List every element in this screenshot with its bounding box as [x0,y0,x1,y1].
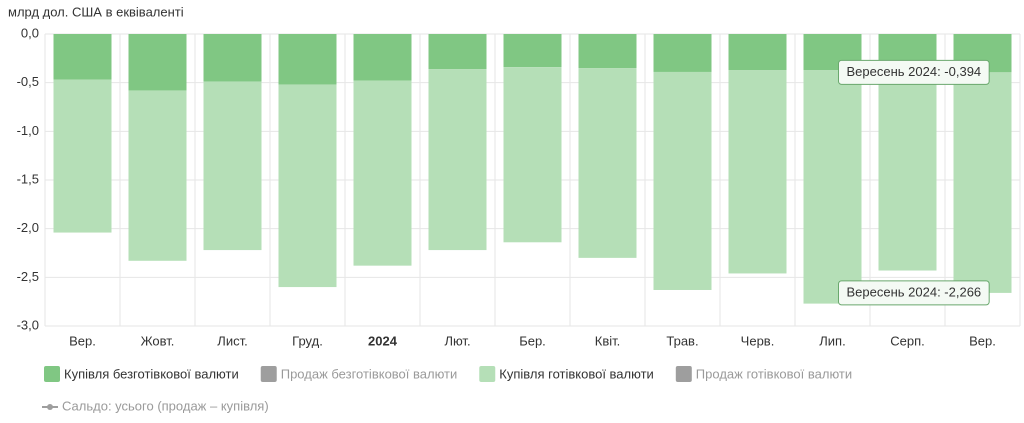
x-tick-label: 2024 [368,333,398,348]
x-tick-label: Бер. [519,333,546,348]
legend-swatch [44,366,60,382]
bar-segment [953,72,1012,293]
x-tick-label: Квіт. [595,333,621,348]
legend-dot [47,404,53,410]
y-axis-title: млрд дол. США в еквіваленті [8,4,184,19]
x-tick-label: Лют. [444,333,470,348]
y-tick-label: -1,0 [17,123,39,138]
legend-swatch [260,366,277,382]
legend-label: Купівля безготівкової валюти [64,366,239,381]
tooltip-text: Вересень 2024: -2,266 [847,284,982,299]
bar-segment [578,34,637,69]
bar-segment [53,79,112,233]
bar-segment [428,34,487,70]
tooltip: Вересень 2024: -0,394 [838,59,990,85]
x-tick-label: Лип. [819,333,845,348]
bar-segment [428,69,487,251]
bar-segment [53,34,112,80]
bar-segment [353,34,412,81]
legend-label: Сальдо: усього (продаж – купівля) [62,398,269,413]
y-tick-label: -3,0 [17,317,39,332]
tooltip-text: Вересень 2024: -0,394 [847,64,982,79]
x-tick-label: Серп. [890,333,925,348]
legend-label: Продаж безготівкової валюти [281,366,458,381]
x-tick-label: Черв. [741,333,775,348]
x-tick-label: Трав. [666,333,698,348]
x-tick-label: Жовт. [141,333,175,348]
bar-segment [803,70,862,304]
y-tick-label: -0,5 [17,74,39,89]
bar-segment [353,80,412,266]
bar-segment [728,70,787,274]
bar-segment [278,34,337,85]
x-tick-label: Вер. [969,333,996,348]
bar-segment [578,68,637,258]
legend-label: Купівля готівкової валюти [499,366,654,381]
bar-segment [278,84,337,288]
bar-segment [128,34,187,91]
x-tick-label: Вер. [69,333,96,348]
bar-segment [503,67,562,243]
x-tick-label: Груд. [292,333,323,348]
tooltip: Вересень 2024: -2,266 [838,280,990,306]
legend-swatch [479,366,496,382]
tooltip-box [838,59,990,85]
legend-swatch [675,366,692,382]
bar-segment [203,34,262,82]
y-tick-label: 0,0 [21,25,39,40]
x-tick-label: Лист. [217,333,247,348]
bar-segment [728,34,787,71]
tooltip-box [838,280,990,306]
bar-segment [503,34,562,68]
bar-segment [203,81,262,251]
bar-segment [653,34,712,72]
legend-label: Продаж готівкової валюти [696,366,852,381]
y-tick-label: -1,5 [17,171,39,186]
bar-segment [878,70,937,271]
bar-segment [653,71,712,290]
y-tick-label: -2,0 [17,220,39,235]
bar-segment [128,90,187,261]
y-tick-label: -2,5 [17,269,39,284]
